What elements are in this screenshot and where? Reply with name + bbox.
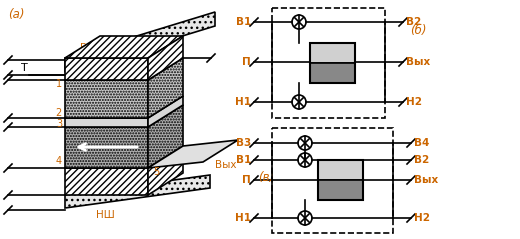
Text: (б): (б) — [410, 23, 426, 37]
Text: В4: В4 — [414, 138, 430, 148]
Polygon shape — [65, 168, 148, 195]
Polygon shape — [318, 160, 363, 180]
Polygon shape — [65, 175, 210, 208]
Text: Вых: Вых — [215, 160, 237, 170]
Text: В2: В2 — [414, 155, 429, 165]
Text: Н2: Н2 — [414, 213, 430, 223]
Polygon shape — [148, 58, 183, 118]
Text: Т: Т — [21, 63, 28, 73]
Polygon shape — [318, 180, 363, 200]
Polygon shape — [65, 118, 148, 127]
Polygon shape — [148, 96, 183, 127]
Text: В1: В1 — [236, 17, 251, 27]
Text: Вых: Вых — [414, 175, 438, 185]
Polygon shape — [65, 58, 148, 80]
Text: П: П — [242, 175, 251, 185]
Polygon shape — [148, 146, 183, 195]
Text: В2: В2 — [406, 17, 421, 27]
Text: 2: 2 — [56, 108, 62, 118]
Polygon shape — [65, 96, 183, 118]
Polygon shape — [148, 140, 238, 168]
Text: Н1: Н1 — [235, 213, 251, 223]
Text: ВШ: ВШ — [80, 43, 98, 53]
Polygon shape — [310, 43, 355, 63]
Text: 5: 5 — [153, 167, 159, 177]
Polygon shape — [65, 127, 148, 168]
Text: (а): (а) — [8, 7, 24, 21]
Polygon shape — [310, 63, 355, 83]
Text: Н2: Н2 — [406, 97, 422, 107]
Polygon shape — [148, 36, 183, 80]
Polygon shape — [65, 80, 148, 118]
Polygon shape — [65, 105, 183, 127]
Polygon shape — [65, 146, 183, 168]
Text: Вых: Вых — [406, 57, 430, 67]
Text: 1: 1 — [56, 79, 62, 89]
Polygon shape — [65, 12, 215, 72]
Text: П: П — [242, 57, 251, 67]
Text: В3: В3 — [236, 138, 251, 148]
Polygon shape — [148, 105, 183, 168]
Text: 3: 3 — [56, 119, 62, 129]
Text: Н1: Н1 — [235, 97, 251, 107]
Text: НШ: НШ — [96, 210, 114, 220]
Polygon shape — [65, 58, 183, 80]
Polygon shape — [65, 36, 183, 58]
Text: (в): (в) — [258, 172, 274, 185]
Text: 4: 4 — [56, 156, 62, 166]
Text: В1: В1 — [236, 155, 251, 165]
